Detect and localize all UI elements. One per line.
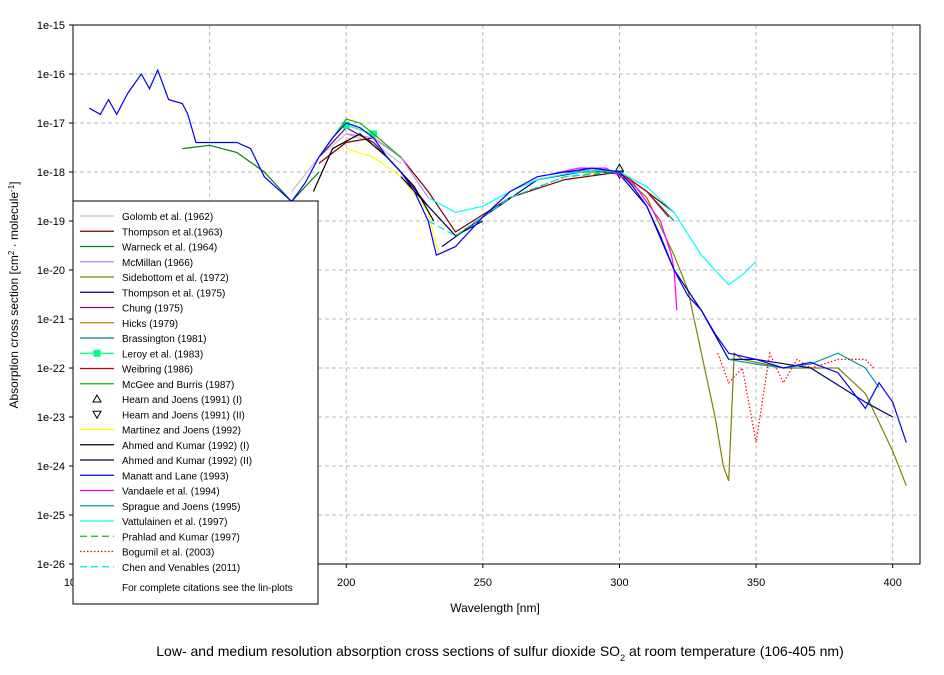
marker (93, 349, 101, 357)
legend-label: Brassington (1981) (122, 334, 207, 345)
legend-label: McMillan (1966) (122, 258, 193, 269)
legend-note: For complete citations see the lin-plots (122, 583, 293, 594)
legend-label: Golomb et al. (1962) (122, 212, 213, 223)
label-part: -1 (7, 184, 16, 192)
legend-label: Thompson et al.(1963) (122, 227, 223, 238)
y-tick-label: 1e-22 (37, 363, 65, 375)
legend-label: Prahlad and Kumar (1997) (122, 532, 240, 543)
chart-title: Low- and medium resolution absorption cr… (156, 643, 843, 663)
y-tick-label: 1e-25 (37, 510, 65, 522)
marker (342, 121, 350, 129)
legend-label: Chung (1975) (122, 304, 183, 315)
marker (92, 393, 102, 403)
legend-label: Bogumil et al. (2003) (122, 548, 214, 559)
series-line (564, 171, 907, 486)
label-part: Low- and medium resolution absorption cr… (156, 643, 620, 659)
label-part: · molecule (7, 192, 21, 251)
series-line (312, 133, 435, 222)
legend-label: Ahmed and Kumar (1992) (I) (122, 441, 249, 452)
y-tick-label: 1e-23 (37, 412, 65, 424)
legend-label: Vattulainen et al. (1997) (122, 517, 227, 528)
y-tick-label: 1e-21 (37, 314, 65, 326)
marker (92, 410, 102, 420)
x-axis-label: Wavelength [nm] (450, 601, 540, 615)
label-part: 2 (620, 653, 625, 663)
label-part: ] (7, 181, 21, 184)
legend-label: Vandaele et al. (1994) (122, 487, 220, 498)
legend-label: Weibring (1986) (122, 365, 193, 376)
y-tick-label: 1e-18 (37, 167, 65, 179)
series-line (182, 144, 320, 203)
legend-label: Martinez and Joens (1992) (122, 426, 241, 437)
y-tick-label: 1e-16 (37, 69, 65, 81)
y-tick-label: 1e-20 (37, 265, 65, 277)
legend-label: Chen and Venables (2011) (122, 563, 240, 574)
plot-area (89, 68, 907, 486)
legend-label: Thompson et al. (1975) (122, 288, 225, 299)
y-tick-label: 1e-19 (37, 216, 65, 228)
label-part: Absorption cross section [cm (7, 255, 21, 408)
legend-label: Leroy et al. (1983) (122, 349, 203, 360)
legend-label: Hearn and Joens (1991) (I) (122, 395, 242, 406)
y-tick-label: 1e-24 (37, 461, 65, 473)
series-line (346, 124, 374, 135)
legend-label: Warneck et al. (1964) (122, 243, 217, 254)
y-tick-label: 1e-17 (37, 118, 65, 130)
legend-label: Hearn and Joens (1991) (II) (122, 410, 245, 421)
legend-label: Ahmed and Kumar (1992) (II) (122, 456, 252, 467)
series-line (346, 133, 429, 198)
series-line (89, 68, 907, 443)
y-axis-label: Absorption cross section [cm2 · molecule… (7, 181, 22, 408)
y-tick-label: 1e-15 (37, 20, 65, 32)
series-line (318, 118, 402, 158)
legend-label: Manatt and Lane (1993) (122, 471, 229, 482)
series-line (318, 126, 429, 207)
label-part: 2 (7, 250, 16, 255)
series-line (728, 352, 880, 388)
legend-label: Hicks (1979) (122, 319, 178, 330)
legend-label: Sidebottom et al. (1972) (122, 273, 229, 284)
label-part: at room temperature (106-405 nm) (625, 643, 844, 659)
x-tick-label: 200 (337, 577, 355, 589)
x-tick-label: 350 (747, 577, 765, 589)
x-tick-label: 400 (883, 577, 901, 589)
x-tick-label: 300 (610, 577, 628, 589)
legend-label: Sprague and Joens (1995) (122, 502, 240, 513)
x-tick-label: 250 (474, 577, 492, 589)
y-tick-label: 1e-26 (37, 559, 65, 571)
legend-label: McGee and Burris (1987) (122, 380, 234, 391)
legend: Golomb et al. (1962) Thompson et al.(1963… (72, 200, 319, 605)
